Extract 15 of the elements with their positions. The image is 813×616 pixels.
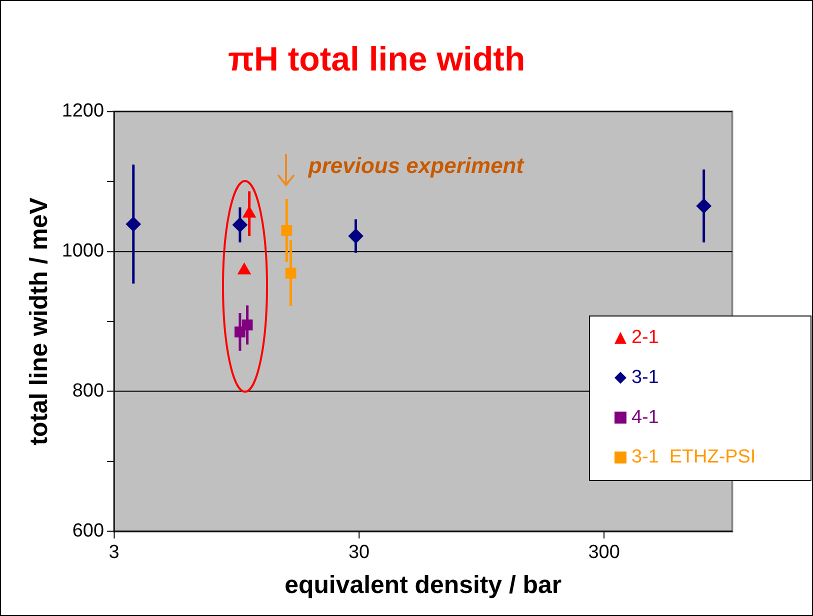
legend-label: 3-1: [631, 366, 659, 388]
y-tick-label: 600: [72, 520, 104, 542]
legend-label: 3-1 ETHZ-PSI: [631, 446, 756, 468]
y-axis-title: total line width / meV: [24, 197, 53, 446]
y-tick-label: 1000: [62, 240, 104, 262]
legend-label: 4-1: [631, 406, 659, 428]
annotation: previous experiment: [308, 153, 524, 180]
y-tick-label: 800: [72, 380, 104, 402]
y-tick-label: 1200: [62, 100, 104, 122]
legend-label: 2-1: [631, 327, 659, 348]
chart-title: πH total line width: [228, 40, 526, 79]
x-tick-label: 300: [588, 542, 620, 564]
x-axis-title: equivalent density / bar: [284, 570, 562, 599]
x-tick-label: 3: [108, 542, 120, 564]
x-tick-label: 30: [348, 542, 370, 564]
